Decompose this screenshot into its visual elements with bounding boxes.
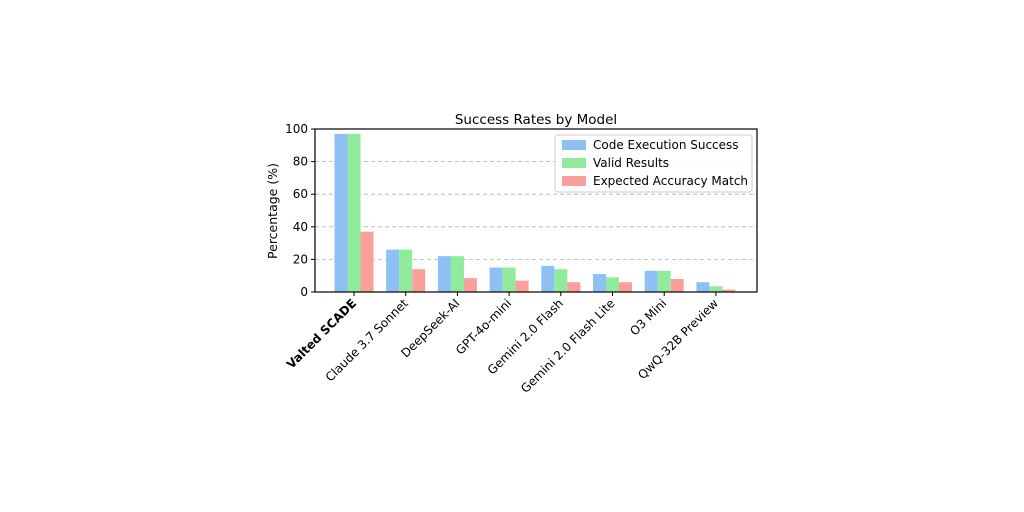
legend: Code Execution Success Valid Results Expec…: [554, 134, 753, 193]
bar: [619, 282, 632, 292]
bar: [334, 133, 348, 292]
bar: [696, 282, 710, 292]
bar: [541, 265, 555, 292]
bar: [347, 133, 361, 292]
bar: [360, 231, 374, 292]
bar: [722, 289, 736, 292]
bar: [489, 267, 503, 292]
legend-swatch: [562, 140, 586, 150]
bar: [437, 256, 451, 292]
bar: [567, 282, 581, 292]
legend-label: Code Execution Success: [593, 138, 739, 152]
bar: [644, 270, 658, 292]
chart-title: Success Rates by Model: [455, 112, 617, 128]
bar: [502, 267, 516, 292]
legend-label: Expected Accuracy Match: [593, 174, 748, 188]
bar: [386, 249, 400, 292]
legend-box: [554, 134, 753, 193]
bar: [515, 280, 529, 292]
bar: [450, 256, 464, 292]
y-tick-label: 0: [300, 285, 308, 299]
y-axis-label: Percentage (%): [265, 163, 280, 259]
bar: [554, 269, 568, 292]
legend-swatch: [562, 176, 586, 186]
y-tick-label: 80: [293, 155, 308, 169]
bar: [399, 249, 413, 292]
y-tick-label: 100: [285, 122, 308, 136]
bars: [334, 133, 736, 292]
bar: [657, 270, 671, 292]
y-tick-label: 40: [293, 220, 308, 234]
x-tick-label: Gemini 2.0 Flash Lite: [518, 296, 618, 396]
bar: [593, 274, 606, 292]
legend-label: Valid Results: [593, 156, 669, 170]
x-tick-label: O3 Mini: [627, 296, 669, 338]
bar: [670, 278, 684, 292]
y-axis-ticks: 0 20 40 60 80 100: [285, 122, 315, 299]
bar: [412, 269, 426, 292]
bar: [709, 286, 723, 292]
legend-swatch: [562, 158, 586, 168]
bar: [463, 278, 477, 292]
plot-frame: [314, 128, 758, 293]
bar: [606, 277, 619, 292]
y-tick-label: 60: [293, 187, 308, 201]
y-tick-label: 20: [293, 252, 308, 266]
